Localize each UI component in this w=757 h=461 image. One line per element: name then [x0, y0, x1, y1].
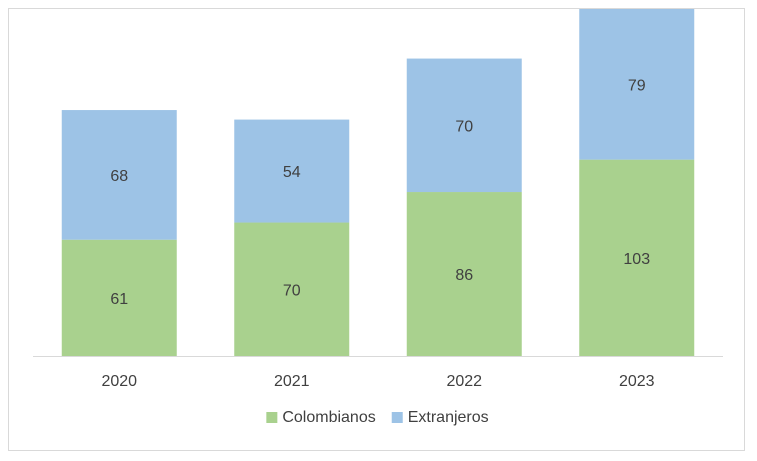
x-tick-label-2023: 2023 — [619, 373, 655, 390]
data-label-extranjeros-2021: 54 — [283, 164, 301, 181]
legend-item-extranjeros: Extranjeros — [391, 409, 489, 426]
legend-label-extranjeros: Extranjeros — [408, 409, 489, 426]
data-label-colombianos-2022: 86 — [455, 267, 473, 284]
legend-item-colombianos: Colombianos — [266, 409, 376, 426]
legend-label-colombianos: Colombianos — [282, 409, 375, 426]
data-label-extranjeros-2020: 68 — [110, 168, 128, 185]
x-tick-labels-group: 2020 2021 2022 2023 — [101, 373, 654, 390]
bar-extranjeros-2023 — [579, 9, 695, 160]
legend: Colombianos Extranjeros — [266, 409, 489, 426]
legend-swatch-extranjeros — [391, 412, 403, 423]
x-tick-label-2022: 2022 — [446, 373, 482, 390]
bar-colombianos-2022 — [406, 192, 522, 356]
bar-extranjeros-2020 — [61, 110, 177, 240]
stacked-bar-chart: 61 68 70 54 86 70 103 79 2020 2021 2022 2023 Colom… — [33, 9, 723, 426]
bar-extranjeros-2021 — [234, 119, 350, 223]
data-label-colombianos-2023: 103 — [623, 251, 650, 268]
data-labels-group: 61 68 70 54 86 70 103 79 — [110, 77, 650, 308]
x-tick-label-2020: 2020 — [101, 373, 137, 390]
bars-group — [61, 9, 695, 356]
x-tick-label-2021: 2021 — [274, 373, 310, 390]
bar-colombianos-2023 — [579, 159, 695, 356]
bar-colombianos-2020 — [61, 239, 177, 356]
chart-frame: 61 68 70 54 86 70 103 79 2020 2021 2022 2023 Colom… — [8, 8, 745, 451]
data-label-colombianos-2020: 61 — [110, 291, 128, 308]
bar-extranjeros-2022 — [406, 58, 522, 193]
bar-colombianos-2021 — [234, 222, 350, 356]
data-label-extranjeros-2023: 79 — [628, 77, 646, 94]
data-label-colombianos-2021: 70 — [283, 282, 301, 299]
data-label-extranjeros-2022: 70 — [455, 118, 473, 135]
legend-swatch-colombianos — [266, 412, 278, 423]
